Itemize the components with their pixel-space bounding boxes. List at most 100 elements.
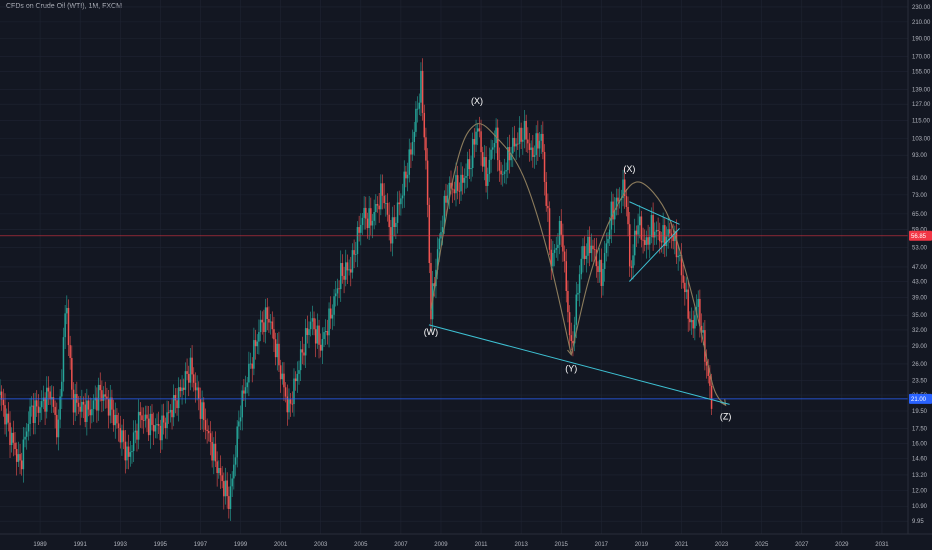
candle-body (365, 207, 367, 219)
candle-body (420, 70, 422, 103)
time-tick-label: 2017 (595, 542, 609, 548)
candle-body (405, 171, 407, 179)
candle-body (15, 449, 18, 462)
candle-body (279, 365, 282, 380)
wave-curve-1 (430, 123, 572, 355)
candle-body (244, 387, 247, 394)
candle-body (495, 127, 497, 144)
candle-body (699, 298, 701, 326)
candle-body (52, 397, 55, 407)
candle-body (116, 414, 118, 424)
candle-body (293, 378, 295, 405)
candle-body (67, 307, 70, 346)
candle-body (438, 238, 441, 250)
candle-body (86, 400, 88, 422)
candle-body (132, 432, 135, 452)
time-tick-label: 2029 (835, 542, 849, 548)
candle-body (568, 312, 571, 336)
candle-body (343, 275, 345, 280)
candle-body (87, 400, 90, 410)
candle-body (527, 139, 529, 144)
candle-body (246, 382, 248, 388)
candle-body (273, 329, 275, 340)
candle-body (490, 149, 492, 160)
candle-body (588, 236, 591, 254)
candle-body (627, 206, 629, 225)
candle-body (30, 405, 33, 407)
candle-body (633, 230, 636, 256)
time-tick-label: 1995 (154, 542, 168, 548)
candle-body (486, 174, 489, 186)
candle-body (304, 328, 307, 356)
candle-body (685, 289, 688, 293)
candle-body (705, 361, 708, 366)
candle-body (376, 203, 379, 206)
candle-body (485, 157, 487, 186)
candle-body (390, 227, 392, 244)
candle-body (340, 263, 342, 290)
candle-body (211, 441, 213, 461)
candle-body (157, 423, 160, 426)
candle-body (548, 208, 551, 250)
candle-body (550, 249, 552, 267)
candle-body (161, 415, 163, 441)
time-tick-label: 2021 (675, 542, 689, 548)
candle-body (622, 179, 624, 199)
candle-body (617, 197, 619, 202)
candle-body (513, 137, 516, 147)
candle-body (460, 174, 462, 192)
candle-body (7, 413, 10, 423)
time-tick-label: 1991 (73, 542, 87, 548)
candle-body (72, 389, 75, 413)
candle-body (355, 254, 357, 255)
price-tick-label: 47.00 (912, 265, 928, 271)
candle-body (575, 294, 578, 325)
candle-body (14, 442, 16, 450)
candle-body (219, 467, 222, 476)
candle-body (697, 298, 699, 307)
candle-body (221, 475, 223, 482)
candle-body (573, 324, 576, 344)
candle-body (552, 252, 554, 267)
candle-body (198, 387, 200, 399)
candle-body (296, 373, 299, 382)
wave-label: (X) (623, 164, 635, 174)
candle-body (313, 318, 315, 330)
candle-body (597, 266, 599, 273)
candle-body (216, 461, 218, 474)
candle-body (182, 387, 185, 390)
candle-body (22, 439, 25, 470)
candle-body (537, 133, 539, 149)
candle-body (112, 409, 115, 426)
candle-body (71, 357, 73, 390)
candle-body (680, 255, 683, 276)
candle-body (258, 332, 260, 342)
price-tick-label: 115.00 (912, 118, 931, 124)
candle-body (238, 421, 240, 427)
candle-body (117, 423, 120, 428)
candle-body (642, 239, 644, 241)
candle-body (577, 292, 579, 295)
candle-body (319, 344, 322, 351)
price-tick-label: 13.20 (912, 473, 928, 479)
candle-body (381, 183, 384, 196)
candle-body (426, 160, 429, 205)
candle-body (563, 251, 566, 262)
candle-body (500, 170, 502, 175)
candle-body (393, 217, 395, 228)
candle-body (400, 198, 402, 205)
candle-body (570, 335, 573, 341)
candle-body (204, 420, 207, 430)
time-tick-label: 2013 (514, 542, 528, 548)
price-tick-label: 32.00 (912, 328, 928, 334)
candle-body (635, 230, 638, 235)
price-tick-label: 14.60 (912, 456, 928, 462)
candle-body (334, 293, 337, 297)
time-tick-label: 2001 (274, 542, 288, 548)
candle-body (284, 387, 287, 397)
candle-body (672, 235, 674, 242)
candle-body (239, 417, 242, 422)
wave-label: (W) (424, 327, 439, 337)
candle-body (607, 238, 609, 244)
